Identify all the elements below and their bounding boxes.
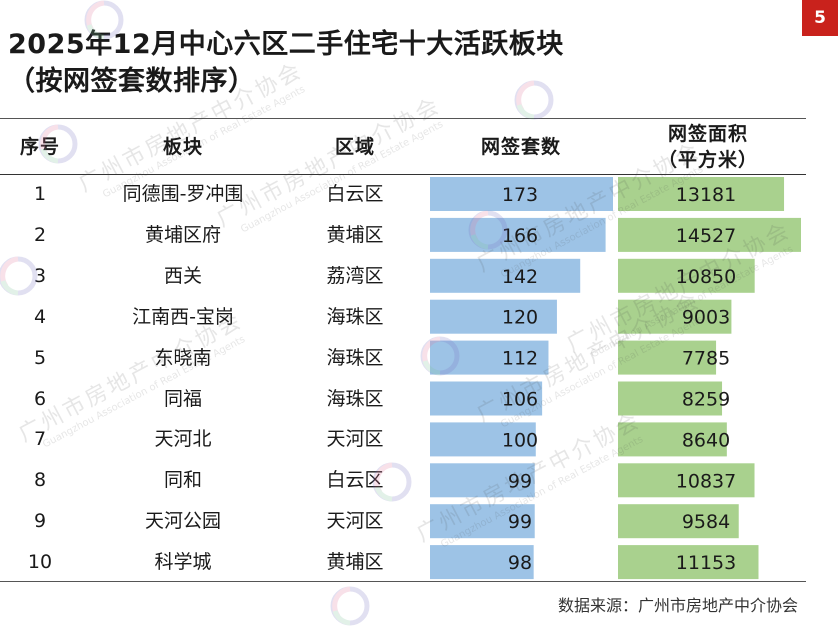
rank-cell: 7 <box>33 428 47 451</box>
units-value: 99 <box>508 470 532 492</box>
header-district: 区域 <box>334 136 375 158</box>
units-value: 99 <box>508 511 532 533</box>
area-value: 10837 <box>676 470 736 492</box>
district-cell: 海珠区 <box>326 346 384 369</box>
data-source-note: 数据来源：广州市房地产中介协会 <box>557 596 798 615</box>
area-value: 8259 <box>682 389 730 411</box>
district-cell: 白云区 <box>326 183 384 205</box>
block-cell: 天河公园 <box>144 510 221 533</box>
units-bar <box>430 545 534 580</box>
area-bar <box>618 217 801 252</box>
units-bar <box>430 299 557 334</box>
table-top-rule <box>0 118 806 119</box>
block-cell: 科学城 <box>154 551 212 574</box>
area-bar <box>618 299 732 334</box>
units-value: 98 <box>508 552 532 574</box>
area-value: 10850 <box>676 266 736 288</box>
area-value: 11153 <box>676 552 736 574</box>
units-value: 166 <box>502 225 538 247</box>
page-title: 2025年12月中心六区二手住宅十大活跃板块 （按网签套数排序） <box>8 26 564 100</box>
area-value: 14527 <box>676 225 736 247</box>
block-cell: 东晓南 <box>154 346 212 369</box>
rank-cell: 5 <box>33 346 47 369</box>
rank-cell: 10 <box>27 551 53 574</box>
table-header-rule <box>0 174 806 175</box>
district-cell: 白云区 <box>326 469 384 492</box>
block-cell: 同福 <box>163 387 202 410</box>
area-bar <box>618 381 723 416</box>
area-bar <box>618 545 759 580</box>
rank-cell: 3 <box>33 264 47 287</box>
units-bar <box>430 422 536 457</box>
area-value: 8640 <box>682 429 730 451</box>
rank-cell: 4 <box>33 305 47 328</box>
rank-cell: 1 <box>33 183 47 205</box>
units-value: 100 <box>502 429 538 451</box>
header-units: 网签套数 <box>480 136 561 158</box>
rank-cell: 6 <box>33 387 47 410</box>
table-bottom-rule <box>0 581 806 582</box>
district-cell: 海珠区 <box>326 305 384 328</box>
district-cell: 海珠区 <box>326 387 384 410</box>
block-cell: 同和 <box>163 469 202 492</box>
header-area-line-2: （平方米） <box>657 149 758 171</box>
area-bar <box>618 422 727 457</box>
district-cell: 天河区 <box>326 510 384 533</box>
rank-cell: 9 <box>33 510 47 533</box>
area-bar <box>618 340 717 375</box>
rank-cell: 2 <box>33 223 47 246</box>
units-bar <box>430 217 606 252</box>
units-value: 142 <box>502 266 538 288</box>
district-cell: 黄埔区 <box>326 223 384 246</box>
units-value: 173 <box>502 184 538 206</box>
units-bar <box>430 258 581 293</box>
block-cell: 天河北 <box>154 428 212 451</box>
units-value: 120 <box>502 307 538 329</box>
units-bar <box>430 463 535 498</box>
header-area-line-1: 网签面积 <box>667 123 748 145</box>
area-bar <box>618 177 785 211</box>
district-cell: 天河区 <box>326 428 384 451</box>
header-area: 网签面积 （平方米） <box>618 121 798 173</box>
units-bar <box>430 177 613 211</box>
units-bar <box>430 504 535 539</box>
area-value: 9584 <box>682 511 730 533</box>
units-value: 112 <box>502 348 538 370</box>
area-bar <box>618 258 755 293</box>
block-cell: 黄埔区府 <box>144 223 221 246</box>
area-bar <box>618 504 739 539</box>
block-cell: 同德围-罗冲围 <box>122 183 244 205</box>
area-value: 9003 <box>682 307 730 329</box>
units-value: 106 <box>502 389 538 411</box>
header-block: 板块 <box>162 136 203 158</box>
units-bar <box>430 340 549 375</box>
page-number-badge: 5 <box>802 0 838 36</box>
district-cell: 荔湾区 <box>326 264 384 287</box>
title-line-2: （按网签套数排序） <box>8 66 256 97</box>
title-line-1: 2025年12月中心六区二手住宅十大活跃板块 <box>8 29 564 60</box>
units-bar <box>430 381 543 416</box>
area-value: 7785 <box>682 348 730 370</box>
header-rank: 序号 <box>19 136 60 158</box>
block-cell: 江南西-宝岗 <box>132 305 234 328</box>
block-cell: 西关 <box>163 264 202 287</box>
area-bar <box>618 463 755 498</box>
area-value: 13181 <box>676 184 736 206</box>
rank-cell: 8 <box>33 469 47 492</box>
district-cell: 黄埔区 <box>326 551 384 574</box>
